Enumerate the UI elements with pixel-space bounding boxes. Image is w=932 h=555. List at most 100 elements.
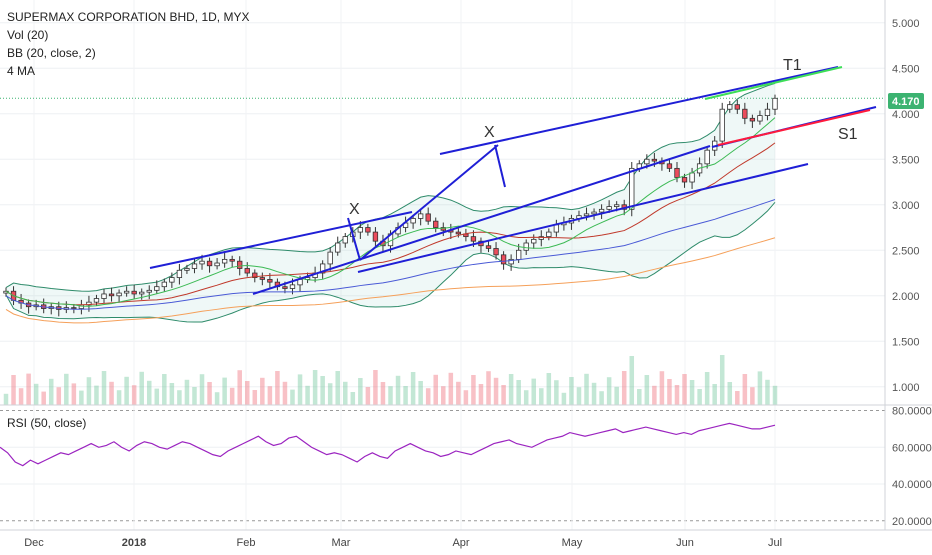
volume-bar xyxy=(275,371,280,405)
candle-body xyxy=(267,279,273,283)
x-tick-label: Dec xyxy=(24,537,44,549)
symbol-title[interactable]: SUPERMAX CORPORATION BHD, 1D, MYX xyxy=(7,10,250,24)
volume-bar xyxy=(207,382,212,405)
volume-bar xyxy=(523,390,529,405)
volume-bar xyxy=(18,388,24,405)
volume-bar xyxy=(350,392,356,405)
volume-bar xyxy=(757,371,763,405)
volume-bar xyxy=(139,371,144,405)
volume-bar xyxy=(539,388,544,405)
volume-bar xyxy=(365,387,371,405)
candle-body xyxy=(289,284,296,289)
volume-bar xyxy=(282,381,288,405)
candle-body xyxy=(606,206,612,210)
x-tick-label: May xyxy=(562,537,583,549)
volume-bar xyxy=(380,382,386,405)
volume-bar xyxy=(765,379,770,405)
volume-bar xyxy=(689,380,695,405)
rsi-tick-label: 60.0000 xyxy=(892,442,932,454)
volume-bar xyxy=(101,371,107,405)
candle-series xyxy=(3,94,778,317)
candle-body xyxy=(417,213,424,219)
candle-body xyxy=(244,268,250,274)
ma-short xyxy=(5,117,776,307)
candle-body xyxy=(523,242,529,251)
volume-bar xyxy=(772,385,778,405)
candle-body xyxy=(357,227,364,233)
volume-bar xyxy=(697,389,702,405)
volume-bar xyxy=(335,371,340,405)
volume-bar xyxy=(704,372,710,405)
volume-bar xyxy=(312,370,318,405)
volume-bar xyxy=(516,380,521,405)
volume-bar xyxy=(629,356,635,405)
candle-body xyxy=(169,277,175,283)
ma-legend[interactable]: 4 MA xyxy=(7,64,36,78)
candle-body xyxy=(674,167,680,178)
drawing-tools[interactable] xyxy=(149,66,877,295)
volume-bar xyxy=(569,377,574,405)
candle-body xyxy=(335,242,341,253)
x-tick-label: Apr xyxy=(452,537,469,549)
candle-body xyxy=(342,236,348,244)
volume-bar xyxy=(252,390,258,405)
volume-bar xyxy=(109,381,114,405)
y-tick-label: 3.000 xyxy=(892,200,920,212)
candle-body xyxy=(206,260,213,267)
candle-body xyxy=(372,231,379,242)
volume-bar xyxy=(229,387,235,405)
rsi-series xyxy=(0,422,776,467)
volume-bar xyxy=(621,371,627,405)
volume-bar xyxy=(576,387,582,405)
volume-bar xyxy=(388,386,393,405)
volume-bar xyxy=(614,386,619,405)
volume-bar xyxy=(184,379,190,405)
annotation-s1: S1 xyxy=(838,126,858,143)
volume-bar xyxy=(742,374,748,405)
measure-x-lower xyxy=(347,217,361,261)
volume-bar xyxy=(305,385,310,405)
volume-legend[interactable]: Vol (20) xyxy=(7,28,49,42)
y-tick-label: 4.500 xyxy=(892,63,920,75)
volume-bar xyxy=(659,371,665,405)
support-s1-line xyxy=(717,109,871,146)
candle-body xyxy=(742,108,748,119)
candle-body xyxy=(108,293,115,297)
y-tick-label: 2.500 xyxy=(892,245,920,257)
trendline-lower-channel-base xyxy=(252,145,711,295)
volume-bar xyxy=(410,372,416,405)
volume-bar xyxy=(463,390,469,405)
candle-body xyxy=(485,245,492,249)
candle-body xyxy=(598,208,605,213)
candle-body xyxy=(553,224,560,233)
candle-body xyxy=(764,108,771,116)
bollinger-bands xyxy=(5,82,776,323)
volume-bar xyxy=(448,372,454,405)
moving-averages xyxy=(5,117,776,324)
y-tick-label: 1.500 xyxy=(892,336,920,348)
candle-body xyxy=(727,104,733,110)
bb-legend[interactable]: BB (20, close, 2) xyxy=(7,46,96,60)
volume-bar xyxy=(146,380,152,405)
candle-body xyxy=(546,231,552,238)
trendline-upper-channel-top xyxy=(439,66,839,155)
candle-body xyxy=(772,97,778,110)
rsi-legend[interactable]: RSI (50, close) xyxy=(7,416,87,430)
candle-body xyxy=(734,104,740,110)
volume-bar xyxy=(237,370,242,405)
candle-body xyxy=(516,249,522,260)
candle-body xyxy=(681,177,688,183)
volume-bar xyxy=(373,370,378,405)
ma-long xyxy=(5,237,776,324)
candle-body xyxy=(666,163,673,169)
volume-bar xyxy=(531,378,537,405)
volume-bar xyxy=(177,390,182,405)
volume-bar xyxy=(290,389,295,405)
ma-mid xyxy=(5,199,776,310)
volume-bar xyxy=(48,378,54,405)
candle-body xyxy=(116,292,122,297)
volume-bar xyxy=(727,382,733,405)
candle-body xyxy=(123,290,130,294)
